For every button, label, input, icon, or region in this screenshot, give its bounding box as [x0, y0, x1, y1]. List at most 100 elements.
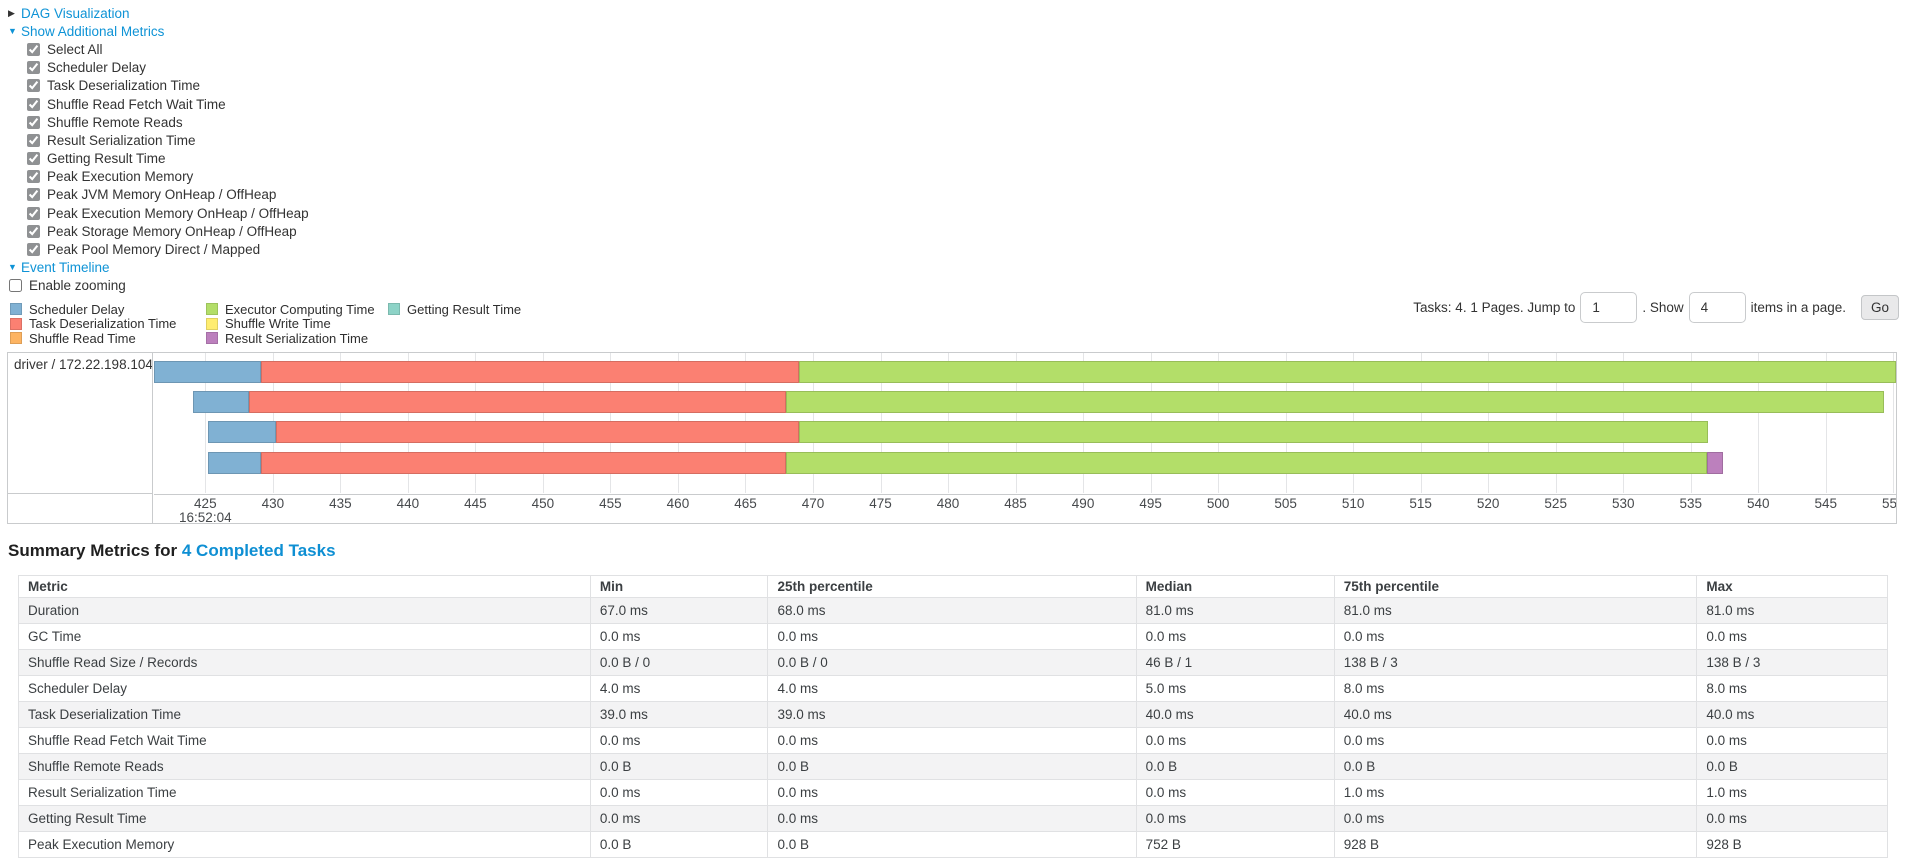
table-header-row: Metric Min 25th percentile Median 75th perce…: [18, 575, 1888, 598]
column-header: Metric: [18, 575, 591, 598]
task-deserialization-bar[interactable]: [260, 361, 800, 383]
metric-row: Shuffle Read Fetch Wait Time 0.0 ms 0.0 ms…: [18, 727, 1888, 754]
executor-computing-bar[interactable]: [785, 452, 1707, 474]
legend-label: Getting Result Time: [407, 301, 522, 317]
scheduler-delay-bar[interactable]: [193, 391, 249, 413]
scheduler-delay-bar[interactable]: [154, 361, 261, 383]
task-deserialization-bar[interactable]: [248, 391, 786, 413]
axis-tick-label: 550: [1882, 496, 1896, 511]
metric-checkbox-label: Peak Pool Memory Direct / Mapped: [47, 242, 261, 258]
metric-checkbox[interactable]: [27, 170, 40, 184]
result-serialization-swatch-icon: [206, 332, 218, 345]
task-timeline-row: [154, 452, 1896, 474]
metric-checkbox-row[interactable]: Task Deserialization Time: [8, 77, 309, 95]
metric-cell: 40.0 ms: [1333, 701, 1698, 728]
dag-visualization-toggle[interactable]: ▶ DAG Visualization: [8, 4, 309, 22]
task-deserialization-bar[interactable]: [275, 421, 800, 443]
axis-tick-label: 470: [801, 496, 825, 511]
metric-cell: Getting Result Time: [18, 805, 591, 832]
executor-computing-bar[interactable]: [799, 361, 1896, 383]
metric-cell: 0.0 ms: [767, 779, 1137, 806]
metric-checkbox[interactable]: [27, 188, 40, 202]
timeline-group-column: driver / 172.22.198.104: [8, 353, 153, 523]
result-serialization-bar[interactable]: [1706, 452, 1724, 474]
metric-cell: 0.0 ms: [767, 727, 1137, 754]
metric-cell: 40.0 ms: [1135, 701, 1335, 728]
metric-checkbox[interactable]: [27, 97, 40, 111]
metric-checkbox-row[interactable]: Scheduler Delay: [8, 59, 309, 77]
jump-to-page-input[interactable]: [1580, 292, 1638, 323]
metric-cell: 0.0 ms: [1135, 805, 1335, 832]
metric-row: GC Time 0.0 ms 0.0 ms 0.0 ms 0.0 ms 0.0 ms: [18, 623, 1888, 650]
scheduler-delay-bar[interactable]: [208, 452, 261, 474]
metric-checkbox-row[interactable]: Peak JVM Memory OnHeap / OffHeap: [8, 186, 309, 204]
metric-checkbox[interactable]: [27, 224, 40, 238]
metric-cell: 928 B: [1333, 831, 1698, 858]
enable-zooming-checkbox[interactable]: [9, 279, 22, 293]
metric-cell: 138 B / 3: [1696, 649, 1888, 676]
metric-checkbox[interactable]: [27, 115, 40, 129]
dag-visualization-link[interactable]: DAG Visualization: [21, 5, 130, 21]
axis-time-label: 16:52:04: [179, 510, 232, 523]
legend-column: Getting Result Time: [388, 302, 521, 346]
metric-checkbox-row[interactable]: Peak Pool Memory Direct / Mapped: [8, 240, 309, 258]
metric-cell: 0.0 ms: [1135, 623, 1335, 650]
axis-tick-label: 545: [1814, 496, 1838, 511]
metric-checkbox-row[interactable]: Getting Result Time: [8, 150, 309, 168]
metric-checkbox-row[interactable]: Peak Execution Memory: [8, 168, 309, 186]
metric-checkbox[interactable]: [27, 42, 40, 56]
metric-checkbox-row[interactable]: Select All: [8, 40, 309, 58]
items-per-page-input[interactable]: [1688, 292, 1746, 323]
metric-cell: 40.0 ms: [1696, 701, 1888, 728]
metric-checkbox-label: Result Serialization Time: [47, 132, 196, 148]
event-timeline-toggle[interactable]: ▼ Event Timeline: [8, 259, 309, 277]
metric-cell: 0.0 ms: [1333, 623, 1698, 650]
go-button[interactable]: Go: [1860, 295, 1899, 320]
column-header: Median: [1135, 575, 1335, 598]
metric-cell: 0.0 B: [589, 753, 769, 780]
metric-row: Peak Execution Memory 0.0 B 0.0 B 752 B 928 …: [18, 831, 1888, 858]
metric-checkbox-label: Select All: [47, 41, 103, 57]
metric-checkbox[interactable]: [27, 152, 40, 166]
task-deserialization-bar[interactable]: [260, 452, 786, 474]
metric-checkbox-row[interactable]: Peak Storage Memory OnHeap / OffHeap: [8, 222, 309, 240]
shuffle-read-swatch-icon: [10, 332, 22, 345]
metric-checkbox-label: Peak Storage Memory OnHeap / OffHeap: [47, 223, 297, 239]
metric-cell: 81.0 ms: [1135, 597, 1335, 624]
collapsed-arrow-icon: ▶: [8, 7, 15, 18]
summary-heading-text: Summary Metrics for: [8, 541, 178, 560]
axis-tick-label: 505: [1274, 496, 1297, 511]
metric-checkbox-row[interactable]: Result Serialization Time: [8, 131, 309, 149]
completed-tasks-link[interactable]: 4 Completed Tasks: [181, 541, 336, 560]
task-timeline-row: [154, 361, 1896, 383]
scheduler-delay-bar[interactable]: [208, 421, 276, 443]
legend-label: Result Serialization Time: [225, 330, 369, 346]
metric-cell: Task Deserialization Time: [18, 701, 591, 728]
metric-checkbox-row[interactable]: Shuffle Read Fetch Wait Time: [8, 95, 309, 113]
show-additional-metrics-toggle[interactable]: ▼ Show Additional Metrics: [8, 22, 309, 40]
metric-row: Getting Result Time 0.0 ms 0.0 ms 0.0 ms 0.0…: [18, 805, 1888, 832]
metric-checkbox-row[interactable]: Shuffle Remote Reads: [8, 113, 309, 131]
metric-cell: 0.0 ms: [589, 727, 769, 754]
metric-cell: 0.0 ms: [1696, 623, 1888, 650]
metric-cell: 39.0 ms: [589, 701, 769, 728]
enable-zooming-row[interactable]: Enable zooming: [8, 277, 309, 295]
metric-checkbox[interactable]: [27, 133, 40, 147]
metric-cell: Scheduler Delay: [18, 675, 591, 702]
metric-cell: 0.0 B: [767, 831, 1137, 858]
metric-checkbox[interactable]: [27, 79, 40, 93]
axis-tick-label: 530: [1611, 496, 1635, 511]
metric-checkbox[interactable]: [27, 61, 40, 75]
metric-checkbox[interactable]: [27, 206, 40, 220]
executor-computing-bar[interactable]: [799, 421, 1709, 443]
stage-controls: ▶ DAG Visualization ▼ Show Additional Me…: [8, 4, 309, 295]
executor-computing-bar[interactable]: [785, 391, 1884, 413]
metric-row: Result Serialization Time 0.0 ms 0.0 ms 0.0…: [18, 779, 1888, 806]
items-in-page-text: items in a page.: [1750, 300, 1846, 315]
metric-checkbox-label: Peak JVM Memory OnHeap / OffHeap: [47, 187, 277, 203]
event-timeline-link[interactable]: Event Timeline: [21, 260, 110, 276]
legend-label: Scheduler Delay: [29, 301, 125, 317]
metric-checkbox-row[interactable]: Peak Execution Memory OnHeap / OffHeap: [8, 204, 309, 222]
metric-checkbox[interactable]: [27, 243, 40, 257]
show-additional-metrics-link[interactable]: Show Additional Metrics: [21, 23, 165, 39]
